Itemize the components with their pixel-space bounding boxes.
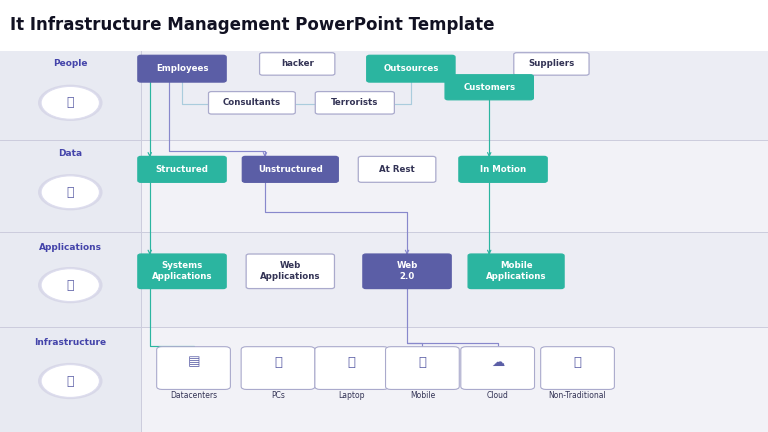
Text: Systems
Applications: Systems Applications — [152, 261, 212, 281]
Text: Consultants: Consultants — [223, 98, 281, 107]
Circle shape — [41, 176, 99, 209]
FancyBboxPatch shape — [461, 346, 535, 390]
Text: Unstructured: Unstructured — [258, 165, 323, 174]
Text: 📄: 📄 — [67, 186, 74, 199]
FancyBboxPatch shape — [315, 346, 389, 390]
FancyBboxPatch shape — [157, 346, 230, 390]
FancyBboxPatch shape — [138, 55, 226, 82]
FancyBboxPatch shape — [541, 346, 614, 390]
FancyBboxPatch shape — [246, 254, 335, 289]
Bar — [0, 0, 768, 51]
Text: Web
2.0: Web 2.0 — [396, 261, 418, 281]
Text: Cloud: Cloud — [487, 391, 508, 400]
FancyBboxPatch shape — [138, 156, 226, 182]
Text: 📱: 📱 — [67, 279, 74, 292]
FancyBboxPatch shape — [514, 53, 589, 75]
FancyBboxPatch shape — [243, 156, 338, 182]
FancyBboxPatch shape — [260, 53, 335, 75]
Text: Laptop: Laptop — [339, 391, 365, 400]
Circle shape — [38, 85, 102, 121]
Text: Web
Applications: Web Applications — [260, 261, 320, 281]
Bar — [0, 51, 768, 140]
Bar — [0, 51, 141, 432]
Text: ☁: ☁ — [491, 356, 505, 368]
Text: Infrastructure: Infrastructure — [35, 338, 106, 346]
FancyBboxPatch shape — [386, 346, 459, 390]
Text: Customers: Customers — [463, 83, 515, 92]
Text: 📊: 📊 — [67, 375, 74, 388]
Text: Non-Traditional: Non-Traditional — [548, 391, 607, 400]
FancyBboxPatch shape — [367, 55, 455, 82]
Circle shape — [38, 363, 102, 399]
Bar — [0, 140, 768, 232]
Text: People: People — [53, 59, 88, 68]
Text: 👥: 👥 — [67, 96, 74, 109]
Text: PCs: PCs — [271, 391, 285, 400]
Circle shape — [38, 174, 102, 210]
Text: At Rest: At Rest — [379, 165, 415, 174]
FancyBboxPatch shape — [468, 254, 564, 289]
FancyBboxPatch shape — [315, 92, 395, 114]
Text: Terrorists: Terrorists — [331, 98, 379, 107]
Text: Mobile
Applications: Mobile Applications — [486, 261, 546, 281]
Text: Datacenters: Datacenters — [170, 391, 217, 400]
Text: Employees: Employees — [156, 64, 208, 73]
FancyBboxPatch shape — [445, 75, 533, 100]
Text: Data: Data — [58, 149, 82, 158]
Circle shape — [38, 267, 102, 303]
FancyBboxPatch shape — [241, 346, 315, 390]
Text: 💻: 💻 — [348, 356, 356, 368]
Text: Suppliers: Suppliers — [528, 60, 574, 68]
Circle shape — [41, 269, 99, 302]
Text: Mobile: Mobile — [410, 391, 435, 400]
Text: Structured: Structured — [156, 165, 208, 174]
Text: ▤: ▤ — [187, 356, 200, 368]
Text: hacker: hacker — [281, 60, 313, 68]
Text: 🚗: 🚗 — [574, 356, 581, 368]
Circle shape — [41, 86, 99, 119]
FancyBboxPatch shape — [208, 92, 295, 114]
Text: Outsources: Outsources — [383, 64, 439, 73]
FancyBboxPatch shape — [362, 254, 452, 289]
FancyBboxPatch shape — [358, 156, 436, 182]
FancyBboxPatch shape — [458, 156, 547, 182]
Bar — [0, 232, 768, 327]
Text: 🖥: 🖥 — [274, 356, 282, 368]
Bar — [0, 327, 768, 432]
Text: Applications: Applications — [38, 243, 102, 251]
Text: It Infrastructure Management PowerPoint Template: It Infrastructure Management PowerPoint … — [10, 16, 495, 35]
Circle shape — [41, 365, 99, 397]
Text: In Motion: In Motion — [480, 165, 526, 174]
Text: 📱: 📱 — [419, 356, 426, 368]
FancyBboxPatch shape — [138, 254, 226, 289]
